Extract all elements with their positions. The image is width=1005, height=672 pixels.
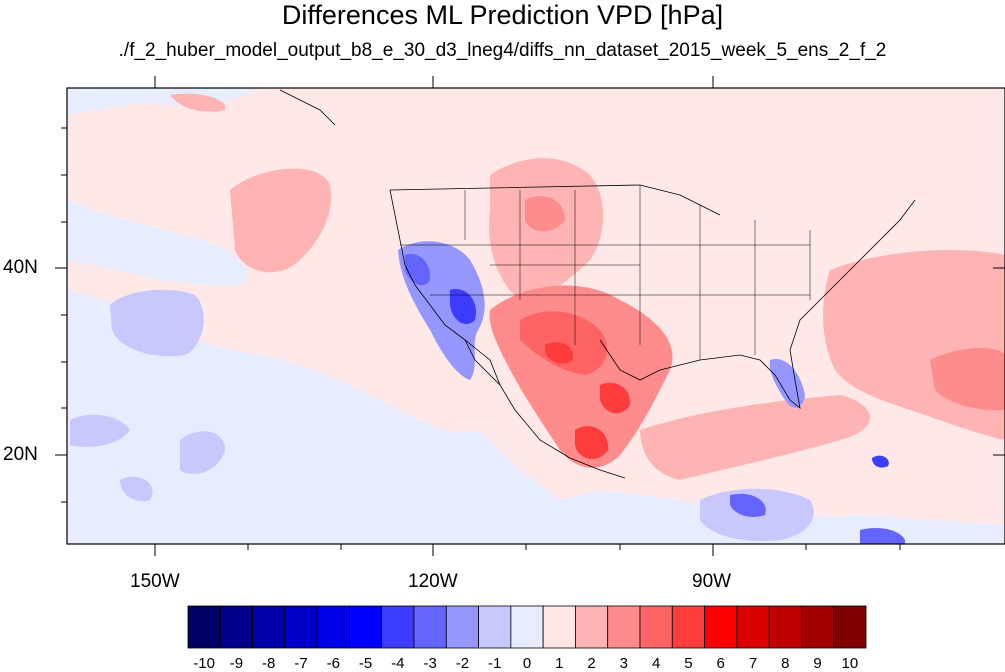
map-frame	[66, 87, 1005, 545]
sierra-core	[450, 289, 476, 325]
colorbar-swatch	[445, 605, 479, 649]
mexico-south-core	[575, 426, 609, 460]
colorbar-label: 1	[555, 655, 564, 672]
southwest-core	[520, 311, 608, 375]
colorbar-swatch	[381, 605, 415, 649]
colorbar-label: -9	[229, 655, 244, 672]
colorbar-swatch	[413, 605, 447, 649]
colorbar-swatch	[639, 605, 673, 649]
caribbean-negative-spot	[872, 455, 889, 468]
lat-label-40n: 40N	[3, 257, 38, 278]
southeast-corner-negative	[860, 528, 905, 544]
coastlines	[279, 89, 916, 479]
colorbar-label: 6	[716, 655, 725, 672]
texas-mexico-core	[600, 382, 631, 414]
colorbar-swatch	[801, 605, 835, 649]
colorbar-swatch	[510, 605, 544, 649]
colorbar-label: 5	[684, 655, 693, 672]
lon-label-150w: 150W	[130, 571, 180, 592]
colorbar-label: 4	[651, 655, 661, 672]
colorbar-swatch	[349, 605, 383, 649]
colorbar-label: -6	[326, 655, 340, 672]
colorbar-label: -3	[423, 655, 437, 672]
colorbar-swatch	[219, 605, 253, 649]
pacific-blob-2	[70, 414, 130, 447]
colorbar-label: 0	[522, 655, 532, 672]
northeast-pacific-positive	[230, 168, 331, 273]
gulf-positive	[640, 395, 870, 480]
colorbar-swatch	[736, 605, 770, 649]
colorbar-swatch	[187, 605, 221, 649]
state-borders	[400, 185, 811, 360]
map-title: Differences ML Prediction VPD [hPa]	[281, 0, 724, 30]
colorbar-label: 8	[781, 655, 790, 672]
florida-negative	[769, 359, 805, 408]
colorbar-label: 9	[813, 655, 822, 672]
colorbar-swatch	[542, 605, 576, 649]
colorbar-swatch	[316, 605, 350, 649]
lon-label-90w: 90W	[692, 571, 732, 592]
colorbar-label: -10	[193, 655, 215, 672]
chihuahua-peak	[545, 342, 574, 364]
colorbar	[187, 605, 867, 649]
map-subtitle: ./f_2_huber_model_output_b8_e_30_d3_lneg…	[118, 40, 887, 61]
central-america-core	[730, 493, 766, 517]
pacific-blob-3	[180, 431, 225, 474]
colorbar-label: -7	[294, 655, 308, 672]
colorbar-label: -4	[391, 655, 405, 672]
colorbar-label: 2	[587, 655, 596, 672]
colorbar-swatch	[833, 605, 867, 649]
latitude-ticks	[55, 127, 1005, 503]
interior-west-core	[525, 196, 565, 232]
pacific-south-negative	[67, 290, 1005, 544]
pacific-blob-1	[110, 289, 204, 357]
pacific-mid-negative	[67, 200, 248, 286]
colorbar-swatch	[575, 605, 609, 649]
colorbar-label: 10	[841, 655, 859, 672]
colorbar-swatch	[768, 605, 802, 649]
lon-label-120w: 120W	[408, 571, 458, 592]
atlantic-core	[930, 348, 1005, 411]
colorbar-swatch	[671, 605, 705, 649]
colorbar-swatch	[284, 605, 318, 649]
colorbar-swatch	[478, 605, 512, 649]
colorbar-swatch	[252, 605, 286, 649]
gulf-of-alaska-positive	[170, 93, 226, 112]
colorbar-swatch	[607, 605, 641, 649]
colorbar-label: -1	[488, 655, 502, 672]
longitude-ticks	[154, 76, 901, 556]
colorbar-label: -8	[262, 655, 276, 672]
colorbar-swatch	[704, 605, 738, 649]
pacific-north-negative	[67, 88, 260, 115]
pacific-blob-4	[120, 476, 153, 502]
colorbar-label: 7	[748, 655, 758, 672]
colorbar-label: 3	[619, 655, 629, 672]
colorbar-label: -2	[455, 655, 470, 672]
colorbar-label: -5	[358, 655, 373, 672]
difference-field	[67, 88, 1005, 544]
lat-label-20n: 20N	[3, 444, 38, 465]
